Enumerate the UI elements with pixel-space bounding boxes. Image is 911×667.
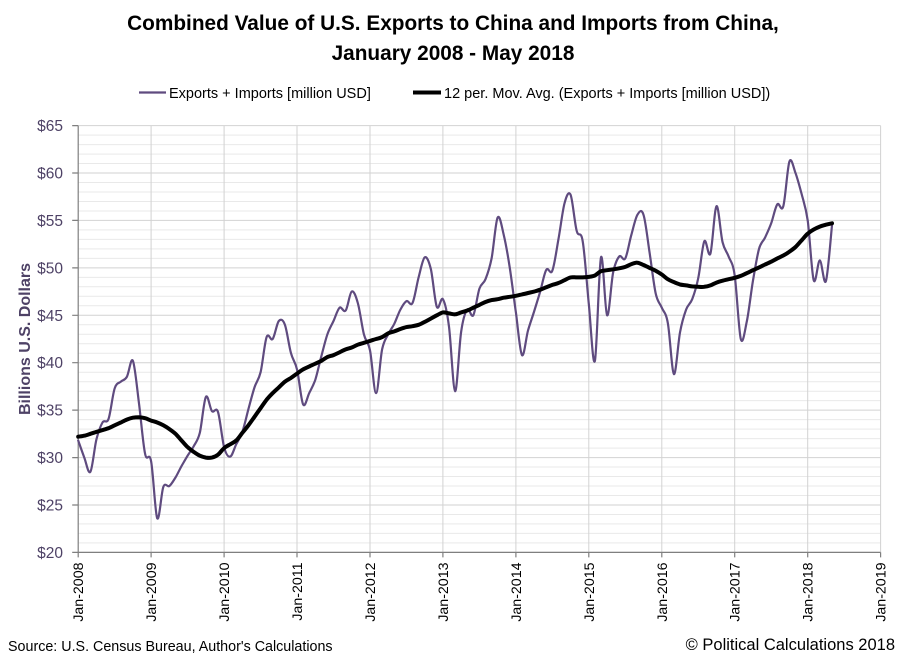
- svg-text:Combined Value of U.S. Exports: Combined Value of U.S. Exports to China …: [127, 12, 779, 35]
- svg-text:Jan-2011: Jan-2011: [290, 562, 306, 620]
- svg-text:$50: $50: [37, 260, 63, 277]
- svg-text:$30: $30: [37, 450, 63, 467]
- svg-text:$40: $40: [37, 355, 63, 372]
- svg-text:January 2008 - May 2018: January 2008 - May 2018: [332, 42, 575, 65]
- svg-text:Source: U.S. Census Bureau, Au: Source: U.S. Census Bureau, Author's Cal…: [8, 639, 333, 655]
- svg-text:$35: $35: [37, 403, 63, 420]
- svg-text:$45: $45: [37, 308, 63, 325]
- svg-text:Jan-2009: Jan-2009: [144, 562, 160, 621]
- svg-text:$65: $65: [37, 118, 63, 135]
- svg-text:$60: $60: [37, 166, 63, 183]
- svg-text:Jan-2017: Jan-2017: [728, 562, 744, 621]
- svg-text:12 per. Mov. Avg. (Exports + I: 12 per. Mov. Avg. (Exports + Imports [mi…: [444, 86, 770, 102]
- svg-text:Jan-2015: Jan-2015: [582, 562, 598, 621]
- svg-text:Jan-2013: Jan-2013: [436, 562, 452, 621]
- svg-text:Billions U.S. Dollars: Billions U.S. Dollars: [17, 263, 34, 415]
- svg-text:$55: $55: [37, 213, 63, 230]
- svg-text:Exports + Imports [million USD: Exports + Imports [million USD]: [169, 86, 371, 102]
- svg-text:Jan-2019: Jan-2019: [874, 562, 890, 621]
- svg-text:Jan-2012: Jan-2012: [363, 562, 379, 621]
- svg-text:© Political Calculations 2018: © Political Calculations 2018: [686, 636, 895, 654]
- svg-text:Jan-2014: Jan-2014: [509, 562, 525, 621]
- svg-text:Jan-2008: Jan-2008: [71, 562, 87, 621]
- svg-text:Jan-2018: Jan-2018: [801, 562, 817, 621]
- svg-text:Jan-2016: Jan-2016: [655, 562, 671, 621]
- svg-text:$25: $25: [37, 498, 63, 515]
- svg-text:Jan-2010: Jan-2010: [217, 562, 233, 621]
- svg-text:$20: $20: [37, 545, 63, 562]
